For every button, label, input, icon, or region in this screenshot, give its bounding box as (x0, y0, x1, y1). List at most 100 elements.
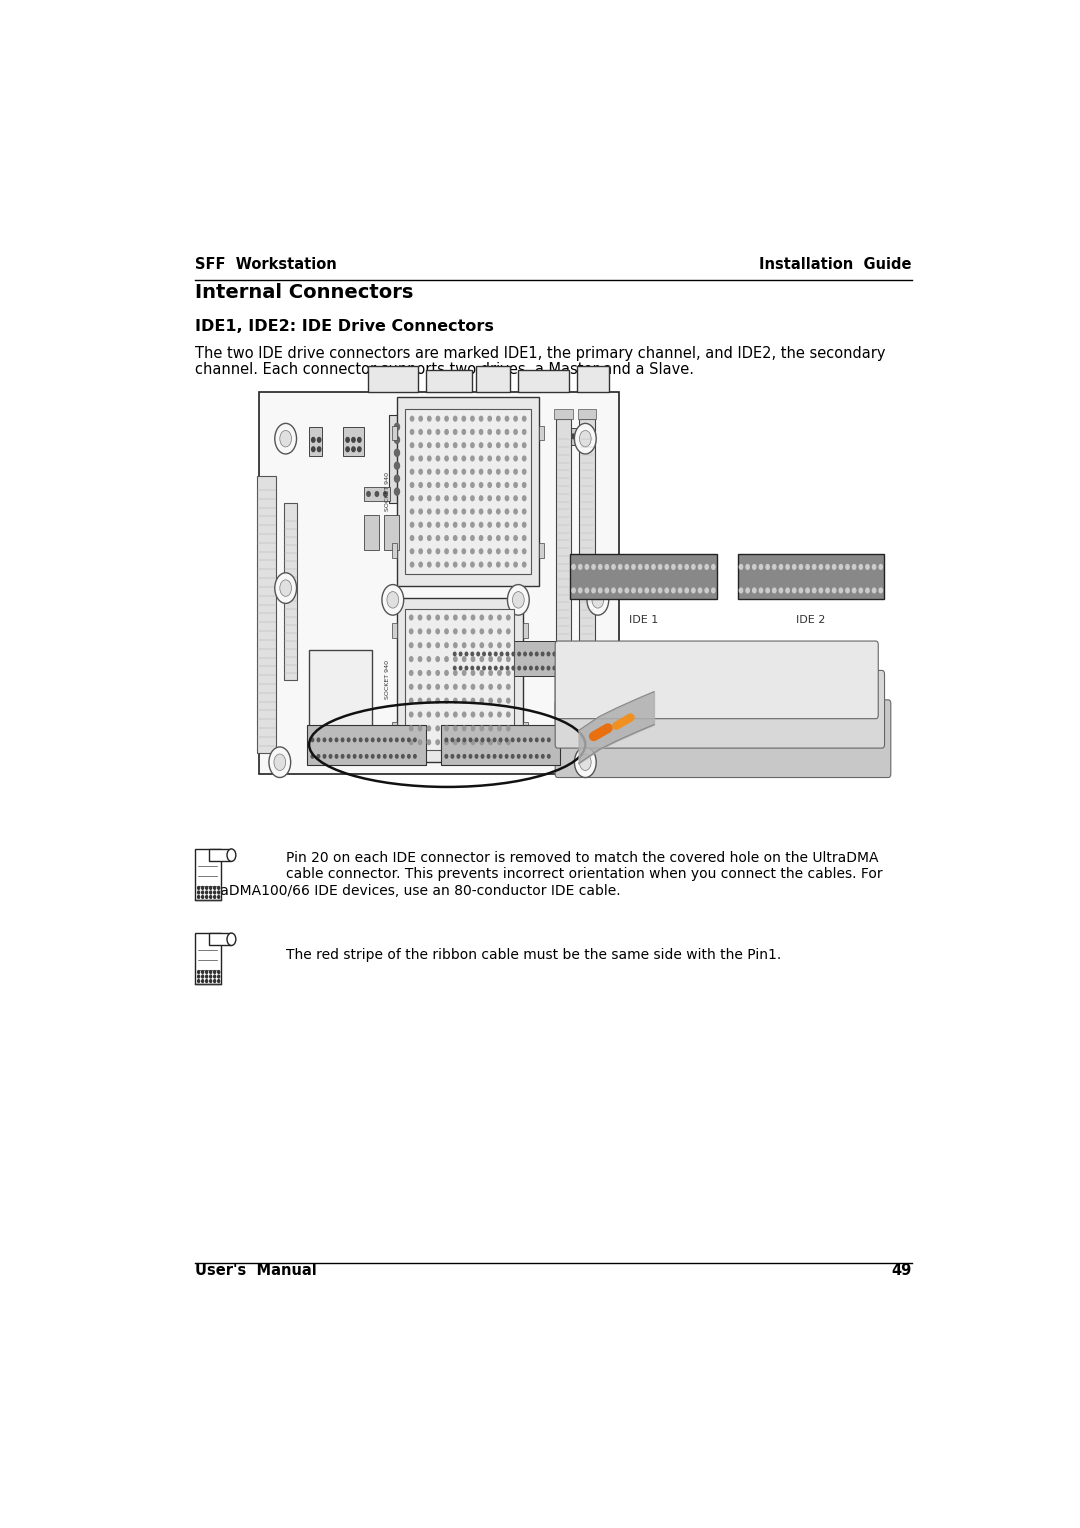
Circle shape (436, 455, 440, 461)
Circle shape (462, 429, 465, 434)
Circle shape (793, 564, 796, 570)
Circle shape (852, 588, 855, 593)
Circle shape (462, 562, 465, 567)
Circle shape (471, 469, 474, 474)
Circle shape (428, 536, 431, 541)
Circle shape (839, 564, 842, 570)
Circle shape (588, 585, 609, 616)
Circle shape (436, 536, 440, 541)
Circle shape (382, 585, 404, 616)
Circle shape (553, 652, 555, 656)
Circle shape (318, 446, 321, 452)
Circle shape (419, 562, 422, 567)
Circle shape (462, 616, 465, 620)
Circle shape (652, 588, 656, 593)
Circle shape (210, 895, 212, 898)
Bar (392, 723, 397, 736)
Circle shape (318, 738, 320, 741)
Circle shape (365, 755, 368, 758)
Circle shape (488, 429, 491, 434)
Bar (523, 723, 527, 736)
Circle shape (497, 461, 500, 468)
Circle shape (454, 685, 457, 689)
Circle shape (198, 891, 200, 894)
Bar (397, 397, 539, 585)
Circle shape (471, 671, 475, 675)
Circle shape (378, 755, 380, 758)
Circle shape (409, 726, 413, 730)
Circle shape (428, 455, 431, 461)
Circle shape (394, 423, 400, 431)
Circle shape (580, 431, 591, 446)
Circle shape (475, 738, 477, 741)
Circle shape (418, 698, 421, 703)
Circle shape (536, 755, 538, 758)
Circle shape (419, 536, 422, 541)
Bar (476, 365, 510, 391)
Circle shape (410, 536, 414, 541)
Circle shape (523, 497, 526, 501)
Bar (364, 515, 379, 550)
Circle shape (780, 588, 783, 593)
Circle shape (462, 549, 465, 553)
Circle shape (445, 562, 448, 567)
Circle shape (451, 755, 454, 758)
Bar (554, 410, 572, 419)
Circle shape (482, 755, 484, 758)
Circle shape (536, 738, 538, 741)
Circle shape (833, 588, 836, 593)
Bar (539, 544, 544, 558)
Circle shape (471, 685, 475, 689)
Circle shape (489, 671, 492, 675)
Circle shape (471, 523, 474, 527)
Circle shape (409, 616, 413, 620)
Circle shape (481, 671, 484, 675)
Circle shape (866, 564, 869, 570)
Circle shape (390, 738, 392, 741)
Circle shape (280, 431, 292, 446)
Circle shape (592, 591, 604, 608)
Circle shape (459, 666, 462, 669)
Circle shape (536, 666, 538, 669)
Circle shape (436, 416, 440, 422)
Bar (570, 555, 717, 599)
Circle shape (410, 509, 414, 513)
Circle shape (436, 549, 440, 553)
Circle shape (471, 562, 474, 567)
Circle shape (514, 497, 517, 501)
Circle shape (418, 726, 421, 730)
Circle shape (481, 685, 484, 689)
Circle shape (227, 850, 235, 862)
Circle shape (471, 666, 473, 669)
Circle shape (489, 726, 492, 730)
Circle shape (409, 685, 413, 689)
Circle shape (445, 630, 448, 634)
Circle shape (428, 523, 431, 527)
Circle shape (505, 738, 508, 741)
Circle shape (518, 666, 521, 669)
Circle shape (541, 738, 544, 741)
Circle shape (205, 891, 207, 894)
Circle shape (498, 643, 501, 648)
Text: SFF  Workstation: SFF Workstation (195, 257, 337, 272)
Circle shape (387, 591, 399, 608)
Circle shape (409, 698, 413, 703)
Circle shape (481, 643, 484, 648)
Circle shape (462, 726, 465, 730)
Circle shape (419, 443, 422, 448)
Circle shape (572, 564, 576, 570)
Circle shape (202, 975, 204, 978)
Circle shape (454, 469, 457, 474)
Circle shape (498, 630, 501, 634)
Circle shape (348, 755, 350, 758)
Circle shape (214, 886, 216, 889)
Circle shape (712, 564, 715, 570)
Circle shape (436, 698, 440, 703)
Circle shape (512, 738, 514, 741)
Circle shape (402, 738, 404, 741)
Circle shape (329, 738, 332, 741)
Circle shape (514, 549, 517, 553)
Circle shape (740, 588, 743, 593)
Circle shape (419, 455, 422, 461)
Circle shape (489, 740, 492, 744)
